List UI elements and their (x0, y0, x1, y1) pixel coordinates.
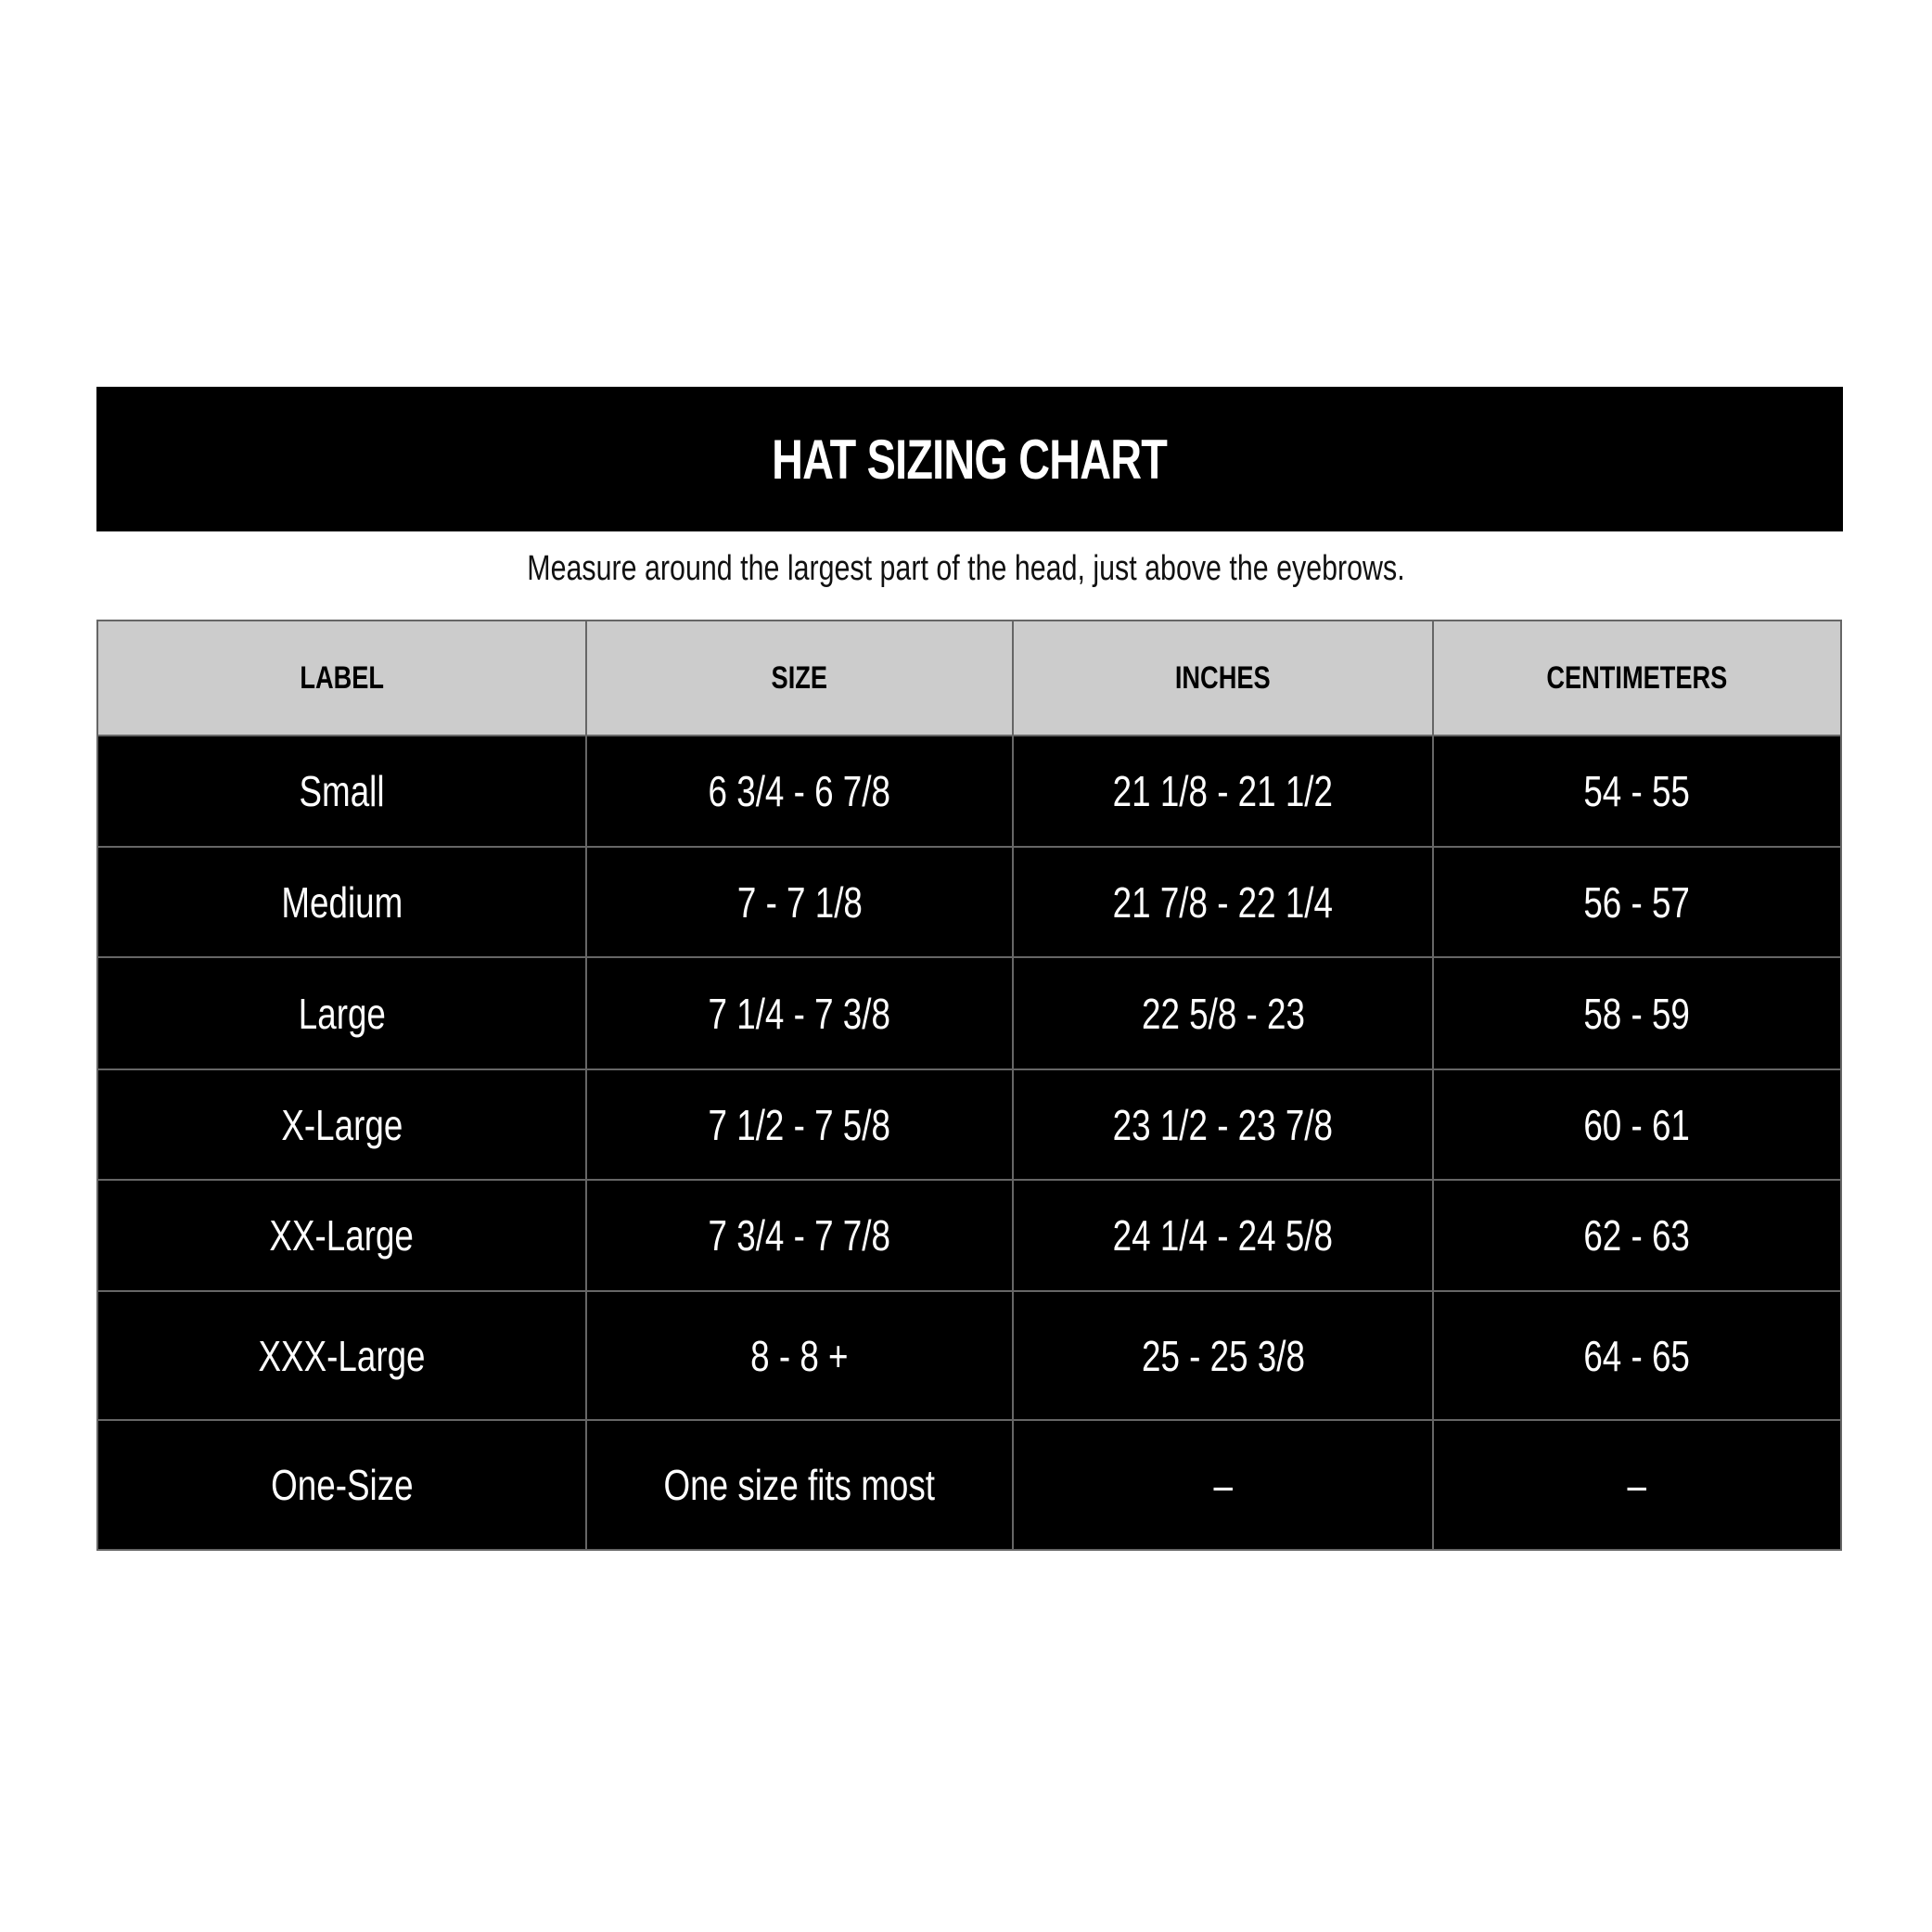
cell-text: One-Size (270, 1461, 414, 1509)
cell-text: 7 1/4 - 7 3/8 (708, 989, 891, 1038)
cell-text: 62 - 63 (1583, 1211, 1691, 1260)
cell-text: 64 - 65 (1583, 1331, 1691, 1380)
cell-centimeters: 56 - 57 (1432, 846, 1842, 958)
cell-inches: 21 1/8 - 21 1/2 (1012, 735, 1434, 848)
sizing-table: LABEL SIZE INCHES CENTIMETERS Small 6 3/4… (96, 620, 1842, 1551)
cell-text: 22 5/8 - 23 (1141, 989, 1305, 1038)
cell-size: 7 1/2 - 7 5/8 (585, 1068, 1014, 1181)
cell-text: 6 3/4 - 6 7/8 (708, 767, 891, 815)
cell-centimeters: 62 - 63 (1432, 1179, 1842, 1292)
cell-text: One size fits most (663, 1461, 936, 1509)
cell-label: Small (96, 735, 587, 848)
cell-size: One size fits most (585, 1419, 1014, 1551)
cell-label: Medium (96, 846, 587, 958)
cell-centimeters: – (1432, 1419, 1842, 1551)
cell-label: Large (96, 956, 587, 1070)
cell-text: 21 7/8 - 22 1/4 (1112, 877, 1334, 927)
cell-centimeters: 64 - 65 (1432, 1290, 1842, 1421)
cell-size: 8 - 8 + (585, 1290, 1014, 1421)
cell-label: X-Large (96, 1068, 587, 1181)
cell-size: 7 - 7 1/8 (585, 846, 1014, 958)
cell-text: 25 - 25 3/8 (1141, 1331, 1305, 1380)
table-row: One-Size One size fits most – – (96, 1419, 1842, 1551)
header-text: INCHES (1175, 659, 1271, 696)
cell-text: XXX-Large (258, 1331, 426, 1380)
cell-text: 58 - 59 (1583, 989, 1691, 1038)
header-text: LABEL (300, 659, 384, 696)
cell-text: Small (299, 767, 385, 815)
cell-text: 7 1/2 - 7 5/8 (708, 1100, 891, 1149)
cell-text: 54 - 55 (1583, 767, 1691, 815)
cell-text: 23 1/2 - 23 7/8 (1112, 1100, 1334, 1149)
cell-inches: 25 - 25 3/8 (1012, 1290, 1434, 1421)
table-row: XXX-Large 8 - 8 + 25 - 25 3/8 64 - 65 (96, 1290, 1842, 1421)
cell-text: – (1213, 1461, 1233, 1509)
cell-label: XX-Large (96, 1179, 587, 1292)
cell-size: 6 3/4 - 6 7/8 (585, 735, 1014, 848)
cell-size: 7 1/4 - 7 3/8 (585, 956, 1014, 1070)
cell-inches: 24 1/4 - 24 5/8 (1012, 1179, 1434, 1292)
table-row: X-Large 7 1/2 - 7 5/8 23 1/2 - 23 7/8 60 - … (96, 1068, 1842, 1181)
cell-label: XXX-Large (96, 1290, 587, 1421)
subtitle: Measure around the largest part of the h… (0, 549, 1932, 589)
cell-label: One-Size (96, 1419, 587, 1551)
cell-text: 8 - 8 + (750, 1331, 849, 1380)
cell-text: 24 1/4 - 24 5/8 (1112, 1211, 1334, 1260)
header-label: LABEL (96, 620, 587, 736)
table-row: Small 6 3/4 - 6 7/8 21 1/8 - 21 1/2 54 - 55 (96, 735, 1842, 848)
cell-text: Large (298, 989, 386, 1038)
cell-text: XX-Large (269, 1211, 415, 1260)
title-bar: HAT SIZING CHART (96, 387, 1843, 531)
table-row: XX-Large 7 3/4 - 7 7/8 24 1/4 - 24 5/8 62 -… (96, 1179, 1842, 1292)
cell-text: 7 3/4 - 7 7/8 (708, 1211, 891, 1260)
table-row: Medium 7 - 7 1/8 21 7/8 - 22 1/4 56 - 57 (96, 846, 1842, 958)
cell-text: 56 - 57 (1583, 877, 1691, 927)
cell-centimeters: 60 - 61 (1432, 1068, 1842, 1181)
cell-inches: 21 7/8 - 22 1/4 (1012, 846, 1434, 958)
header-centimeters: CENTIMETERS (1432, 620, 1842, 736)
cell-text: X-Large (281, 1100, 403, 1149)
subtitle-text: Measure around the largest part of the h… (527, 549, 1405, 588)
cell-inches: 22 5/8 - 23 (1012, 956, 1434, 1070)
table-header-row: LABEL SIZE INCHES CENTIMETERS (96, 620, 1842, 736)
header-inches: INCHES (1012, 620, 1434, 736)
cell-size: 7 3/4 - 7 7/8 (585, 1179, 1014, 1292)
header-text: SIZE (771, 659, 828, 696)
cell-text: Medium (281, 877, 403, 927)
cell-centimeters: 54 - 55 (1432, 735, 1842, 848)
table-row: Large 7 1/4 - 7 3/8 22 5/8 - 23 58 - 59 (96, 956, 1842, 1070)
page-title: HAT SIZING CHART (772, 428, 1168, 491)
cell-centimeters: 58 - 59 (1432, 956, 1842, 1070)
cell-text: 21 1/8 - 21 1/2 (1112, 767, 1334, 815)
cell-text: 7 - 7 1/8 (736, 877, 863, 927)
header-text: CENTIMETERS (1546, 659, 1728, 696)
cell-text: 60 - 61 (1583, 1100, 1691, 1149)
header-size: SIZE (585, 620, 1014, 736)
cell-text: – (1627, 1461, 1647, 1509)
cell-inches: – (1012, 1419, 1434, 1551)
cell-inches: 23 1/2 - 23 7/8 (1012, 1068, 1434, 1181)
